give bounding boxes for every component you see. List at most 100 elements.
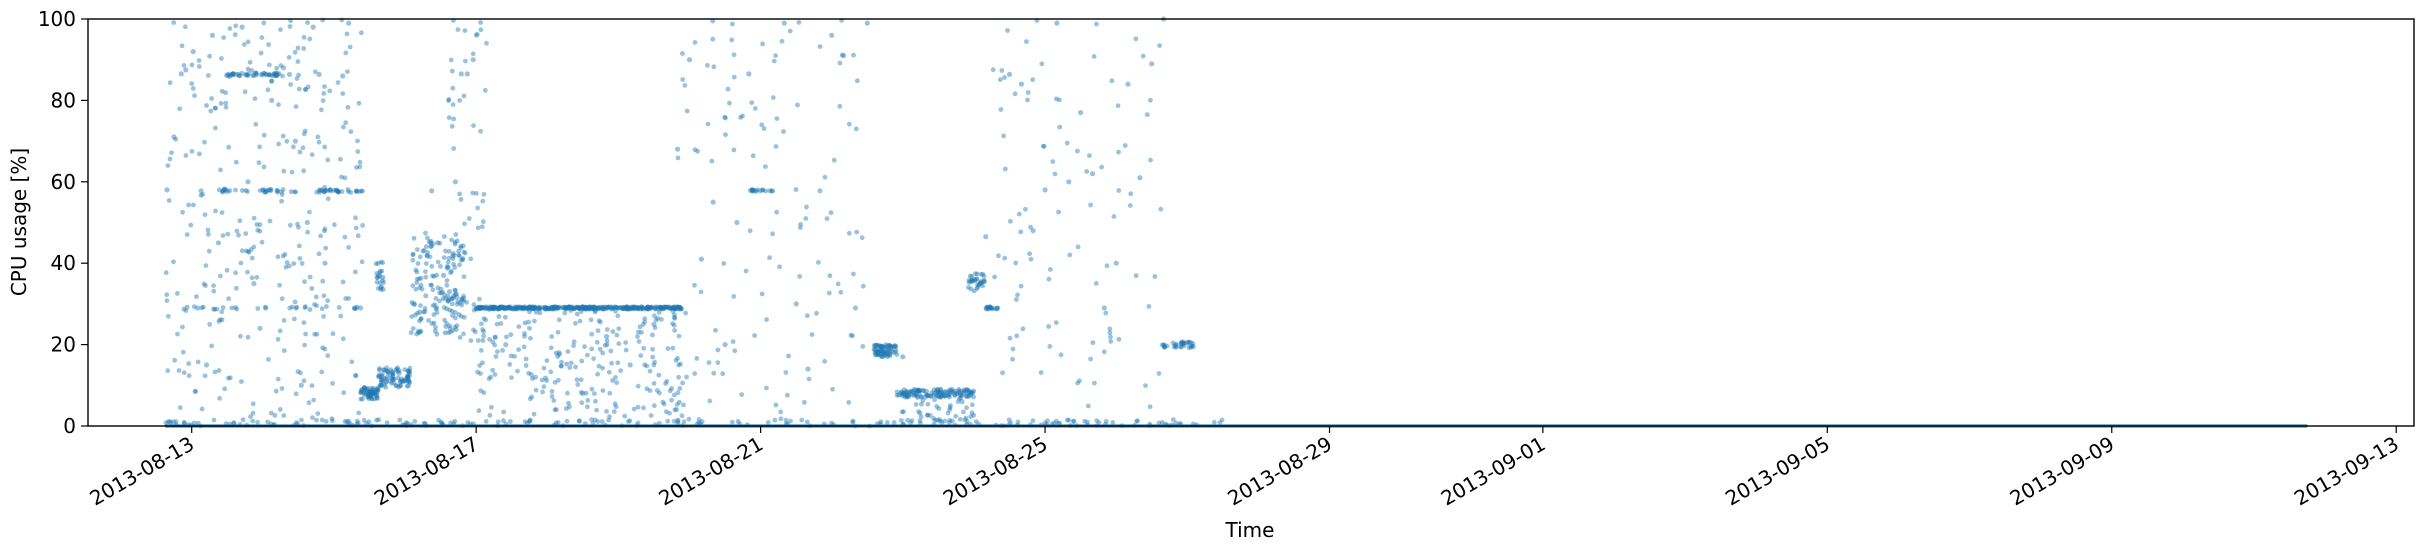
dense-point (1188, 343, 1194, 349)
dense-point (166, 198, 172, 203)
dense-point (1173, 420, 1179, 426)
dense-point (644, 386, 650, 392)
dense-point (934, 393, 939, 399)
dense-point (604, 327, 610, 332)
dense-point (540, 305, 545, 310)
data-point (852, 305, 859, 311)
dense-point (283, 264, 289, 270)
dense-point (934, 387, 940, 393)
dense-point (894, 392, 900, 398)
dense-point (238, 260, 244, 266)
data-point (286, 71, 293, 77)
dense-point (273, 70, 279, 76)
dense-point (246, 249, 252, 255)
dense-point (760, 187, 766, 193)
dense-point (1104, 263, 1110, 269)
dense-point (453, 232, 459, 237)
dense-point (343, 120, 349, 126)
dense-point (312, 331, 317, 337)
dense-point (1110, 420, 1116, 425)
dense-point (668, 305, 674, 311)
dense-point (218, 167, 223, 173)
dense-point (209, 343, 215, 349)
dense-point (334, 187, 339, 193)
dense-point (508, 419, 513, 424)
data-point (452, 179, 458, 185)
dense-point (233, 285, 239, 291)
dense-point (279, 192, 285, 198)
data-point (888, 346, 894, 352)
dense-point (293, 104, 299, 109)
dense-point (595, 328, 601, 334)
dense-point (449, 296, 455, 302)
dense-point (510, 306, 516, 312)
dense-point (451, 421, 457, 427)
dense-point (676, 333, 682, 339)
dense-point (1156, 371, 1162, 376)
dense-point (384, 365, 389, 371)
dense-point (453, 288, 458, 293)
dense-point (488, 374, 494, 380)
dense-point (484, 305, 490, 311)
dense-point (353, 306, 359, 312)
dense-point (395, 365, 400, 371)
dense-point (390, 371, 396, 377)
dense-point (667, 306, 672, 311)
dense-point (633, 305, 638, 311)
dense-point (1161, 342, 1167, 348)
dense-point (952, 422, 958, 428)
dense-point (1092, 380, 1097, 386)
dense-point (1181, 340, 1187, 346)
dense-point (665, 305, 671, 311)
dense-point (694, 356, 700, 361)
dense-point (961, 390, 967, 396)
dense-point (377, 280, 383, 286)
dense-point (527, 417, 533, 423)
dense-point (530, 376, 535, 381)
dense-point (957, 416, 963, 422)
data-point (479, 305, 485, 311)
dense-point (418, 275, 424, 281)
dense-point (578, 305, 583, 310)
data-point (989, 305, 995, 311)
dense-point (309, 152, 315, 158)
dense-point (593, 308, 598, 313)
dense-point (564, 361, 569, 367)
dense-point (291, 261, 297, 266)
dense-point (451, 261, 456, 267)
dense-point (620, 306, 625, 311)
dense-point (600, 305, 606, 310)
dense-point (637, 324, 643, 330)
dense-point (405, 376, 410, 381)
dense-point (945, 390, 951, 395)
dense-point (917, 388, 922, 394)
dense-point (886, 351, 892, 356)
dense-point (374, 395, 380, 401)
dense-point (331, 187, 337, 193)
dense-point (593, 305, 599, 311)
dense-point (490, 367, 495, 373)
dense-point (893, 344, 899, 350)
dense-point (221, 188, 226, 193)
dense-point (179, 43, 185, 49)
dense-point (322, 189, 327, 195)
dense-point (908, 392, 914, 398)
dense-point (268, 410, 274, 416)
dense-point (483, 305, 489, 311)
dense-point (664, 304, 670, 310)
dense-point (374, 389, 379, 394)
dense-point (272, 72, 277, 78)
data-point (592, 305, 598, 311)
dense-point (546, 306, 551, 312)
dense-point (524, 305, 530, 311)
dense-point (233, 305, 238, 310)
dense-point (508, 353, 514, 359)
dense-point (750, 187, 756, 193)
dense-point (615, 360, 621, 366)
dense-point (280, 73, 285, 79)
dense-point (506, 304, 512, 310)
dense-point (205, 227, 211, 233)
dense-point (931, 387, 937, 393)
dense-point (678, 306, 684, 312)
dense-point (747, 228, 753, 234)
